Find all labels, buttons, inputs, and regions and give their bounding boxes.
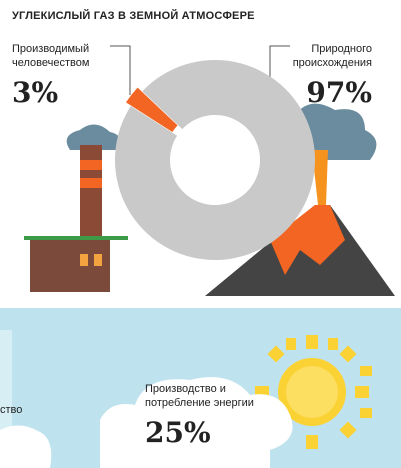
infographic: УГЛЕКИСЛЫЙ ГАЗ В ЗЕМНОЙ АТМОСФЕРЕ Произв… <box>0 0 401 468</box>
donut-slice <box>115 60 315 260</box>
value-label: 3% <box>12 76 58 109</box>
value-label: 97% <box>290 76 372 109</box>
cut-label: ство <box>0 403 40 417</box>
panel-label: Производство и потребление энергии <box>145 382 290 410</box>
leader-line <box>110 46 130 95</box>
chart-title: УГЛЕКИСЛЫЙ ГАЗ В ЗЕМНОЙ АТМОСФЕРЕ <box>12 10 255 22</box>
slice-label: Природного происхождения <box>280 42 372 70</box>
slice-label: Производимый человечеством <box>12 42 112 70</box>
panel-value: 25% <box>145 416 211 449</box>
donut <box>115 60 315 260</box>
factory <box>24 124 128 292</box>
